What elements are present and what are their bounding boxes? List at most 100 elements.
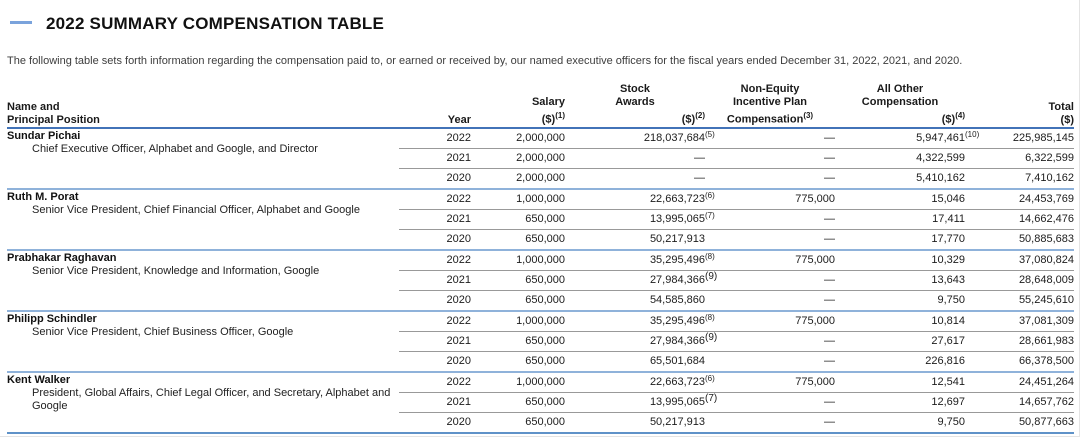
table-row: 2021 650,000 13,995,065 (7) —17,411 14,662,47… (7, 208, 1074, 230)
executive-name-cell: Kent Walker President, Global Affairs, Ch… (7, 371, 399, 434)
header-line: Stock (620, 83, 650, 95)
executive-group: Prabhakar Raghavan Senior Vice President,… (7, 249, 1074, 312)
executive-name-cell: Ruth M. Porat Senior Vice President, Chie… (7, 188, 399, 251)
year-cell: 2021 (399, 269, 471, 291)
non-equity-cell: — (705, 411, 835, 434)
header-line: Incentive Plan (733, 96, 807, 108)
year-cell: 2021 (399, 208, 471, 230)
salary-cell: 1,000,000 (516, 192, 565, 205)
non-equity-cell: — (705, 208, 835, 230)
cell-value: 27,984,366 (9) (650, 332, 717, 347)
non-equity-cell: 775,000 (795, 253, 835, 266)
all-other-comp-cell: 5,410,162 (835, 167, 965, 190)
total-cell: 37,080,824 (1018, 253, 1074, 266)
year-cell: 2022 (446, 253, 471, 266)
salary-cell: 1,000,000 (516, 314, 565, 327)
year-cell: 2021 (399, 330, 471, 352)
footnote-ref: (10) (965, 129, 980, 139)
non-equity-cell: — (705, 167, 835, 190)
total-cell: 7,410,162 (965, 167, 1074, 190)
non-equity-cell: — (705, 289, 835, 312)
cell-value: 5,947,461 (10) (916, 130, 979, 144)
salary-cell: 1,000,000 (516, 253, 565, 266)
executive-position: Senior Vice President, Chief Business Of… (32, 325, 294, 338)
non-equity-cell: — (824, 131, 835, 144)
all-other-comp-cell: 27,617 (835, 330, 965, 352)
cell-value: 22,663,723 (6) (650, 374, 715, 388)
table-row: 2021 650,000 27,984,366 (9) —13,643 28,648,00… (7, 269, 1074, 291)
footnote-ref: (9) (705, 331, 718, 343)
year-cell: 2022 (446, 375, 471, 388)
total-cell: 14,662,476 (965, 208, 1074, 230)
executive-group: Kent Walker President, Global Affairs, Ch… (7, 371, 1074, 434)
column-header-aoc: All Other Compensation ($)(4) (835, 83, 965, 129)
cell-value: 22,663,723 (6) (650, 191, 715, 205)
executive-group: Sundar Pichai Chief Executive Officer, Al… (7, 127, 1074, 190)
stock-awards-cell: 54,585,860 (565, 289, 705, 312)
header-line: Compensation(3) (726, 111, 814, 126)
all-other-comp-cell: 5,947,461 (10) (835, 128, 979, 149)
salary-cell: 650,000 (471, 391, 565, 413)
year-cell: 2020 (399, 350, 471, 373)
header-line: Salary (531, 96, 565, 108)
salary-cell: 650,000 (471, 228, 565, 251)
table-row: Ruth M. Porat Senior Vice President, Chie… (7, 188, 1074, 251)
non-equity-cell: 775,000 (795, 314, 835, 327)
table-row: 2021 2,000,000— —4,322,599 6,322,599 (7, 147, 1074, 169)
cell-value: 35,295,496 (8) (650, 313, 715, 327)
column-header-year: Year (399, 83, 471, 129)
footnote-ref: (3) (803, 111, 814, 120)
footnote-ref: (7) (705, 210, 715, 220)
stock-awards-cell: 35,295,496 (8) (565, 250, 715, 271)
non-equity-cell: — (705, 228, 835, 251)
executive-name-cell: Prabhakar Raghavan Senior Vice President,… (7, 249, 399, 312)
executive-group: Ruth M. Porat Senior Vice President, Chie… (7, 188, 1074, 251)
table-row: 2020 650,000 50,217,913—9,750 50,877,663 (7, 411, 1074, 434)
total-cell: 28,648,009 (965, 269, 1074, 291)
cell-value: 13,995,065 (7) (650, 211, 715, 225)
table-row: Sundar Pichai Chief Executive Officer, Al… (7, 127, 1074, 190)
cell-value: 13,995,065 (7) (650, 393, 717, 408)
salary-cell: 650,000 (471, 411, 565, 434)
column-header-salary: Salary ($)(1) (471, 83, 565, 129)
table-row: 2021 650,000 27,984,366 (9) —27,617 28,661,98… (7, 330, 1074, 352)
page-title: 2022 SUMMARY COMPENSATION TABLE (46, 14, 385, 33)
table-row: Prabhakar Raghavan Senior Vice President,… (7, 249, 1074, 312)
cell-value: 218,037,684 (5) (644, 130, 715, 144)
header-line: Awards (615, 96, 655, 108)
table-row: Kent Walker President, Global Affairs, Ch… (7, 371, 1074, 434)
executive-name: Philipp Schindler (7, 312, 97, 325)
all-other-comp-cell: 12,541 (931, 375, 965, 388)
header-line: Name and (7, 100, 60, 113)
total-cell: 24,451,264 (1018, 375, 1074, 388)
year-cell: 2020 (399, 167, 471, 190)
header-line: Total (1048, 100, 1074, 113)
total-cell: 50,877,663 (965, 411, 1074, 434)
year-cell: 2020 (399, 289, 471, 312)
year-cell: 2020 (399, 411, 471, 434)
salary-cell: 1,000,000 (516, 375, 565, 388)
header-unit-line: ($) (1060, 113, 1074, 126)
year-cell: 2022 (446, 314, 471, 327)
cell-value: 35,295,496 (8) (650, 252, 715, 266)
section-dash-icon (10, 21, 32, 24)
all-other-comp-cell: 9,750 (835, 411, 965, 434)
non-equity-cell: — (705, 391, 835, 413)
column-header-neip: Non-Equity Incentive Plan Compensation(3) (705, 83, 835, 129)
all-other-comp-cell: 13,643 (835, 269, 965, 291)
year-cell: 2021 (399, 147, 471, 169)
non-equity-cell: 775,000 (795, 375, 835, 388)
section-header: 2022 SUMMARY COMPENSATION TABLE (0, 0, 1079, 34)
executive-position: Senior Vice President, Chief Financial O… (32, 203, 360, 216)
non-equity-cell: 775,000 (795, 192, 835, 205)
table-row: 2020 650,000 65,501,684—226,816 66,378,500 (7, 350, 1074, 373)
salary-cell: 650,000 (471, 208, 565, 230)
stock-awards-cell: 13,995,065 (7) (565, 391, 717, 413)
stock-awards-cell: 27,984,366 (9) (565, 330, 717, 352)
executive-name: Kent Walker (7, 373, 71, 386)
year-cell: 2020 (399, 228, 471, 251)
executive-group: Philipp Schindler Senior Vice President, … (7, 310, 1074, 373)
column-header-total: Total ($) (965, 83, 1074, 129)
salary-cell: 650,000 (471, 289, 565, 312)
non-equity-cell: — (705, 350, 835, 373)
